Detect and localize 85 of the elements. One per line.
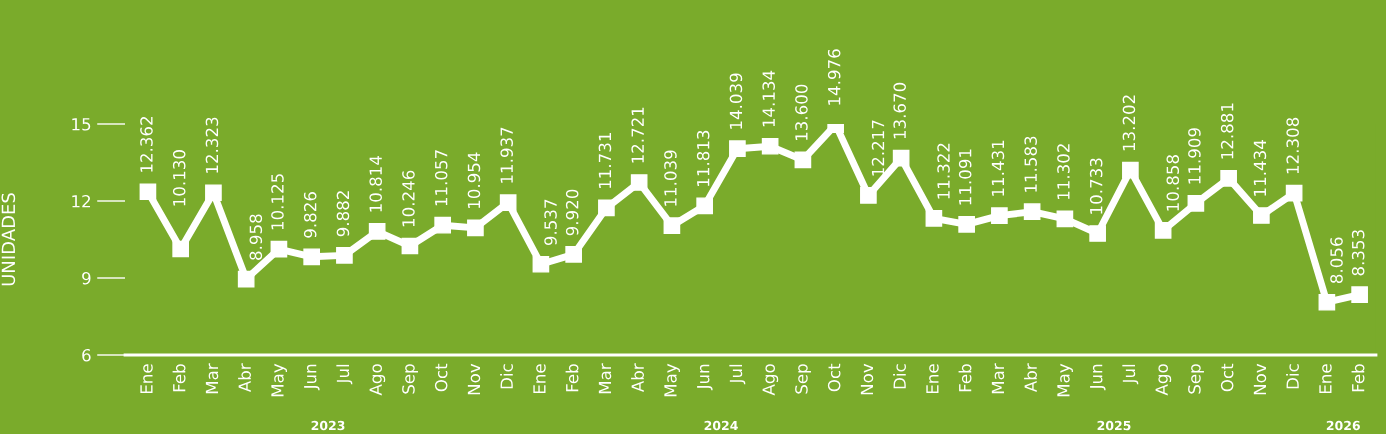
data-label: 11.937 — [500, 127, 513, 183]
x-tick-label: Ene — [533, 364, 546, 394]
x-tick-label: Ago — [369, 364, 386, 396]
data-label: 13.202 — [1122, 95, 1136, 151]
data-label: 11.583 — [1024, 136, 1037, 192]
data-label: 10.858 — [1166, 155, 1180, 211]
x-tick-label: Jul — [1122, 364, 1139, 385]
data-label: 10.733 — [1089, 158, 1103, 214]
x-tick-label: Ene — [140, 364, 153, 394]
data-label: 12.721 — [631, 107, 644, 163]
data-label: 14.039 — [729, 73, 743, 129]
data-label: 10.954 — [467, 152, 481, 208]
data-label: 12.308 — [1286, 117, 1299, 174]
data-label: 10.130 — [172, 150, 186, 206]
x-tick-label: Abr — [238, 363, 252, 393]
data-label: 11.813 — [696, 130, 710, 186]
x-tick-label: Mar — [205, 363, 219, 394]
x-tick-label: Feb — [565, 364, 579, 392]
data-label: 11.731 — [598, 133, 612, 189]
data-label: 12.217 — [871, 120, 885, 176]
data-label: 11.091 — [958, 149, 972, 205]
data-label: 14.134 — [762, 70, 775, 127]
x-tick-label: Jul — [336, 364, 353, 385]
x-tick-label: Jun — [1090, 364, 1106, 391]
x-tick-label: Sep — [402, 364, 418, 394]
x-tick-label: May — [271, 363, 287, 397]
data-label: 8.958 — [249, 214, 263, 260]
data-label: 11.057 — [434, 150, 448, 206]
y-axis-title: UNIDADES — [1, 193, 16, 286]
x-tick-label: Mar — [598, 363, 612, 394]
x-tick-label: Sep — [1188, 364, 1204, 394]
data-label: 11.302 — [1057, 144, 1070, 200]
x-tick-label: Abr — [631, 363, 644, 393]
data-label: 9.882 — [336, 191, 350, 237]
x-tick-label: Oct — [827, 363, 841, 392]
data-label: 12.881 — [1220, 103, 1234, 159]
data-label: 8.353 — [1351, 230, 1365, 276]
y-tick-label: 15 — [72, 118, 91, 131]
data-label: 13.600 — [795, 84, 808, 141]
data-label: 10.125 — [271, 174, 284, 230]
data-label: 11.039 — [664, 150, 677, 206]
x-tick-label: Nov — [860, 363, 874, 395]
x-tick-label: Feb — [1351, 364, 1365, 392]
text: 2025 — [1097, 420, 1131, 431]
data-label: 11.322 — [937, 143, 950, 199]
data-label: 9.826 — [303, 192, 317, 238]
x-tick-label: May — [1057, 363, 1073, 397]
text: 2026 — [1326, 420, 1360, 431]
y-tick-label: 9 — [82, 271, 91, 285]
data-label: 9.920 — [565, 189, 579, 236]
data-label: 14.976 — [827, 49, 841, 105]
x-tick-label: Oct — [434, 363, 448, 392]
data-label: 11.434 — [1253, 140, 1267, 196]
data-label: 10.814 — [369, 156, 382, 212]
x-tick-label: May — [664, 363, 680, 397]
data-label: 11.431 — [991, 140, 1005, 196]
data-label: 12.362 — [140, 117, 153, 172]
x-tick-label: Ago — [1155, 364, 1172, 396]
text: 2023 — [311, 420, 345, 431]
x-tick-label: Nov — [467, 363, 481, 395]
x-tick-label: Jun — [697, 364, 713, 391]
data-label: 9.537 — [544, 199, 557, 246]
x-tick-label: Jun — [304, 364, 320, 391]
data-label: 13.670 — [893, 82, 906, 139]
text: 2024 — [704, 420, 738, 431]
x-tick-label: Ene — [926, 364, 939, 394]
x-tick-label: Nov — [1253, 363, 1267, 395]
data-label: 11.909 — [1188, 128, 1201, 184]
y-tick-label: 6 — [82, 348, 91, 362]
data-label: 12.323 — [205, 117, 219, 173]
x-tick-label: Jul — [729, 364, 746, 385]
x-tick-label: Sep — [795, 364, 811, 394]
data-label: 8.056 — [1330, 237, 1343, 284]
x-tick-label: Abr — [1024, 363, 1037, 393]
x-tick-label: Oct — [1220, 363, 1234, 392]
y-tick-label: 12 — [72, 194, 90, 208]
data-label: 10.246 — [402, 170, 415, 227]
x-tick-label: Ene — [1319, 364, 1332, 394]
x-tick-label: Mar — [991, 363, 1005, 394]
x-tick-label: Dic — [1286, 364, 1299, 389]
x-tick-label: Dic — [500, 364, 513, 389]
x-tick-label: Feb — [172, 364, 186, 392]
x-tick-label: Dic — [893, 364, 906, 389]
x-tick-label: Ago — [762, 364, 779, 396]
x-tick-label: Feb — [958, 364, 972, 392]
